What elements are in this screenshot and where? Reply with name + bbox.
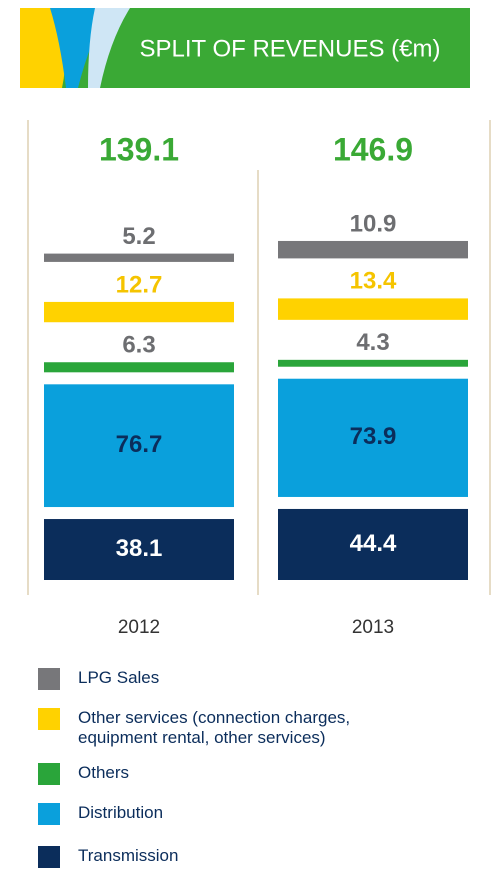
bar-segment <box>44 362 234 373</box>
bar-segment <box>44 253 234 262</box>
legend-item: Other services (connection charges, equi… <box>38 708 408 748</box>
legend-item: LPG Sales <box>38 668 408 690</box>
legend-swatch <box>38 803 60 825</box>
bar-segment <box>278 359 468 367</box>
x-tick-label: 2012 <box>118 617 160 638</box>
legend-label: Others <box>78 763 130 782</box>
value-label: 6.3 <box>122 332 155 359</box>
legend-swatch <box>38 668 60 690</box>
value-label: 13.4 <box>350 268 397 295</box>
bar-segment <box>278 508 468 580</box>
total-label: 139.1 <box>99 131 179 167</box>
bar-segment <box>44 519 234 580</box>
bar-segment <box>278 378 468 497</box>
legend-label: Distribution <box>78 803 164 822</box>
legend-swatch <box>38 846 60 868</box>
value-label: 4.3 <box>356 329 389 356</box>
value-label: 12.7 <box>116 271 163 298</box>
value-label: 76.7 <box>116 431 163 458</box>
legend-label: Other services (connection charges, equi… <box>78 708 351 747</box>
legend-item: Transmission <box>38 846 408 868</box>
chart: SPLIT OF REVENUES (€m) 2012 139.1 38.1 76.7… <box>20 8 491 638</box>
legend-swatch <box>38 708 60 730</box>
bar-segment <box>278 298 468 320</box>
chart-title: SPLIT OF REVENUES (€m) <box>140 35 441 62</box>
value-label: 73.9 <box>350 423 397 450</box>
decor <box>88 8 130 88</box>
value-label: 5.2 <box>122 223 155 250</box>
legend-item: Others <box>38 763 408 785</box>
x-tick-label: 2013 <box>352 617 394 638</box>
value-label: 10.9 <box>350 210 397 237</box>
legend-label: Transmission <box>78 846 179 865</box>
legend-item: Distribution <box>38 803 408 825</box>
legend-swatch <box>38 763 60 785</box>
total-label: 146.9 <box>333 131 413 167</box>
decor <box>20 8 66 88</box>
value-label: 38.1 <box>116 535 163 562</box>
bar-segment <box>44 384 234 508</box>
legend-label: LPG Sales <box>78 668 160 687</box>
bar-segment <box>44 301 234 323</box>
bar-segment <box>278 240 468 259</box>
value-label: 44.4 <box>350 530 397 557</box>
